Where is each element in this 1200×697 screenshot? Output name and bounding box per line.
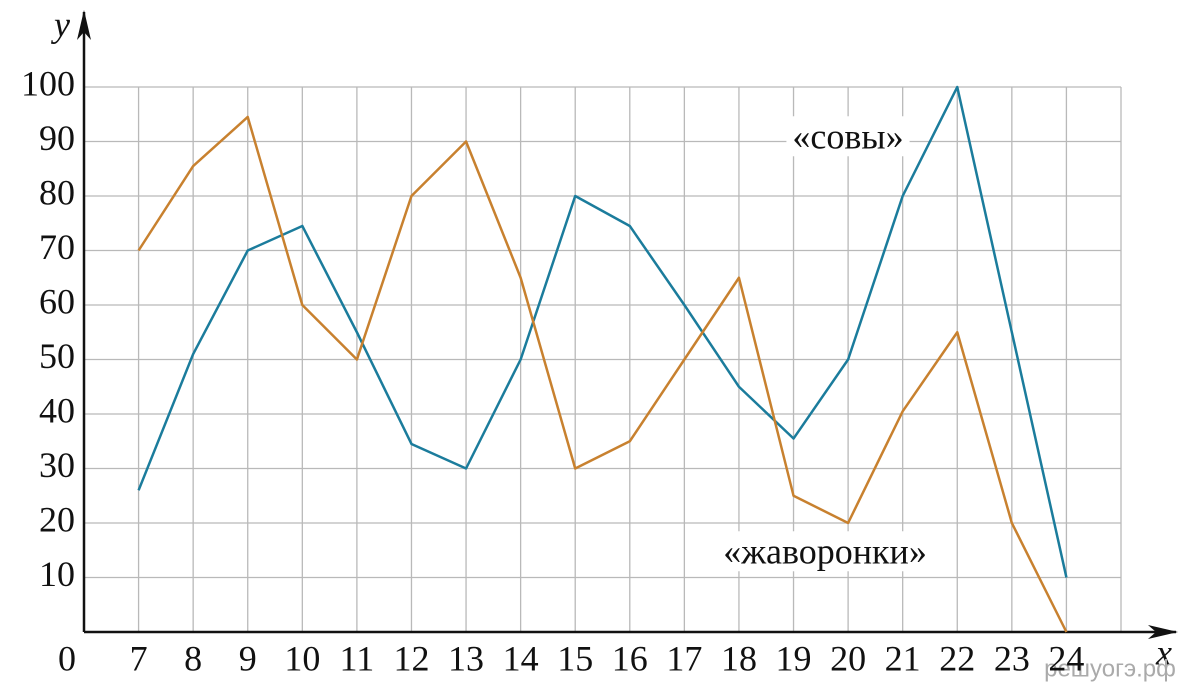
x-tick-label: 9: [239, 638, 257, 678]
y-tick-label: 60: [39, 281, 75, 321]
y-tick-label: 90: [39, 118, 75, 158]
x-tick-label: 22: [939, 638, 975, 678]
x-tick-label: 17: [666, 638, 702, 678]
x-axis-label: x: [1155, 632, 1172, 672]
watermark: решуогэ.рф: [1044, 655, 1176, 682]
x-tick-label: 24: [1048, 638, 1084, 678]
y-tick-label: 20: [39, 499, 75, 539]
series-label: «жаворонки»: [723, 531, 927, 571]
x-tick-label: 14: [503, 638, 539, 678]
x-tick-label: 15: [557, 638, 593, 678]
y-tick-label: 70: [39, 227, 75, 267]
y-tick-label: 50: [39, 336, 75, 376]
x-tick-label: 11: [340, 638, 375, 678]
series-line: [137, 115, 1068, 633]
series-line: [137, 85, 1068, 578]
x-tick-label: 8: [184, 638, 202, 678]
y-tick-label: 100: [21, 63, 75, 103]
x-tick-label: 13: [448, 638, 484, 678]
y-axis-label: y: [51, 4, 70, 44]
x-tick-label: 18: [721, 638, 757, 678]
y-tick-label: 30: [39, 445, 75, 485]
x-tick-label: 12: [393, 638, 429, 678]
x-tick-label: 16: [612, 638, 648, 678]
series-label: «совы»: [792, 116, 903, 156]
series-label-bg: [717, 531, 933, 572]
y-tick-label: 40: [39, 390, 75, 430]
x-tick-label: 23: [994, 638, 1030, 678]
y-tick-label: 80: [39, 172, 75, 212]
origin-label: 0: [58, 638, 76, 678]
y-tick-label: 10: [39, 554, 75, 594]
x-tick-label: 19: [776, 638, 812, 678]
x-tick-label: 10: [284, 638, 320, 678]
x-tick-label: 21: [885, 638, 921, 678]
x-tick-label: 20: [830, 638, 866, 678]
series-label-bg: [786, 116, 910, 157]
x-tick-label: 7: [130, 638, 148, 678]
